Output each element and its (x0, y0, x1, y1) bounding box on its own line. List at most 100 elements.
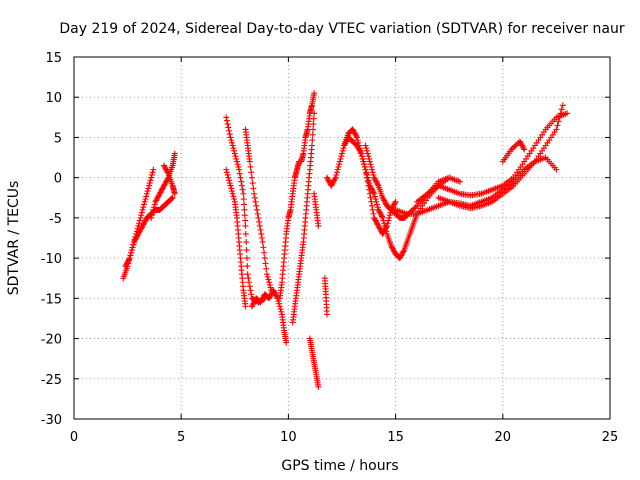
data-point (559, 102, 566, 109)
data-point-interp (275, 298, 282, 305)
data-point-interp (124, 259, 131, 266)
data-point-interp (138, 209, 145, 216)
data-point (396, 255, 403, 262)
data-point-interp (241, 201, 248, 208)
data-point-interp (266, 281, 273, 288)
data-point-interp (557, 110, 564, 117)
data-point-interp (225, 174, 232, 181)
data-point-interp (254, 210, 261, 217)
data-point-interp (228, 137, 235, 144)
data-point-interp (369, 166, 376, 173)
data-point-interp (386, 214, 393, 221)
data-point-interp (273, 293, 280, 300)
data-point-interp (335, 163, 342, 170)
data-point-interp (350, 127, 357, 134)
data-point-interp (266, 293, 273, 300)
data-point-interp (233, 158, 240, 165)
data-point (392, 198, 399, 205)
data-point-interp (231, 147, 238, 154)
data-point (362, 142, 369, 149)
data-point-interp (356, 142, 363, 149)
data-point-interp (151, 204, 158, 211)
data-point-interp (399, 251, 406, 258)
data-point (161, 162, 168, 169)
data-point (366, 182, 373, 189)
data-point-interp (138, 225, 145, 232)
data-point-interp (382, 200, 389, 207)
data-point-interp (228, 188, 235, 195)
data-point-interp (138, 224, 145, 231)
data-point (122, 263, 129, 270)
data-point-interp (123, 261, 130, 268)
data-point-interp (226, 131, 233, 138)
data-point-interp (411, 205, 418, 212)
data-point-interp (138, 212, 145, 219)
data-point-interp (374, 220, 381, 227)
data-point (266, 295, 273, 302)
data-point-interp (333, 171, 340, 178)
data-point-interp (244, 263, 251, 270)
data-point (171, 190, 178, 197)
data-point (223, 166, 230, 173)
data-point (244, 271, 251, 278)
data-point-interp (310, 126, 317, 133)
data-point-interp (359, 153, 366, 160)
data-point-interp (372, 196, 379, 203)
data-point-interp (131, 237, 138, 244)
data-point-interp (253, 202, 260, 209)
data-point-interp (256, 218, 263, 225)
data-point-interp (363, 145, 370, 152)
data-point-interp (378, 212, 385, 219)
data-point-interp (263, 265, 270, 272)
data-point-interp (151, 201, 158, 208)
data-point-interp (331, 177, 338, 184)
data-point-interp (150, 206, 157, 213)
data-point-interp (369, 188, 376, 195)
data-point-interp (128, 247, 135, 254)
data-point-interp (380, 217, 387, 224)
series-arc11 (298, 90, 318, 165)
data-point-interp (363, 169, 370, 176)
data-point-interp (370, 171, 377, 178)
data-point-interp (137, 226, 144, 233)
data-point-interp (389, 245, 396, 252)
data-point (223, 114, 230, 121)
series-arc15 (323, 134, 399, 237)
data-point-interp (370, 189, 377, 196)
data-point-interp (374, 181, 381, 188)
data-point-interp (517, 139, 524, 146)
data-point-interp (228, 139, 235, 146)
data-point-interp (340, 145, 347, 152)
data-point-interp (136, 220, 143, 227)
data-point-interp (154, 194, 161, 201)
y-tick-label: -30 (41, 413, 62, 428)
data-point-interp (247, 163, 254, 170)
data-point-interp (365, 177, 372, 184)
data-point-interp (148, 174, 155, 181)
data-point-interp (162, 165, 169, 172)
data-point-interp (512, 142, 519, 149)
data-point (263, 271, 270, 278)
x-tick-label: 20 (495, 430, 512, 445)
data-point-interp (250, 185, 257, 192)
data-point-interp (141, 220, 148, 227)
data-point-interp (258, 298, 265, 305)
data-point-interp (380, 229, 387, 236)
data-point-interp (328, 181, 335, 188)
data-point-interp (163, 166, 170, 173)
data-point-interp (277, 306, 284, 313)
data-point-interp (148, 212, 155, 219)
data-point-interp (141, 201, 148, 208)
series-arc6 (223, 166, 249, 310)
data-point-interp (225, 124, 232, 131)
data-point-interp (518, 141, 525, 148)
data-point (323, 311, 330, 318)
data-point-interp (355, 139, 362, 146)
data-point (315, 383, 322, 390)
data-point-interp (239, 186, 246, 193)
data-point-interp (241, 212, 248, 219)
data-point (150, 166, 157, 173)
data-point-interp (271, 289, 278, 296)
data-point-interp (133, 233, 140, 240)
